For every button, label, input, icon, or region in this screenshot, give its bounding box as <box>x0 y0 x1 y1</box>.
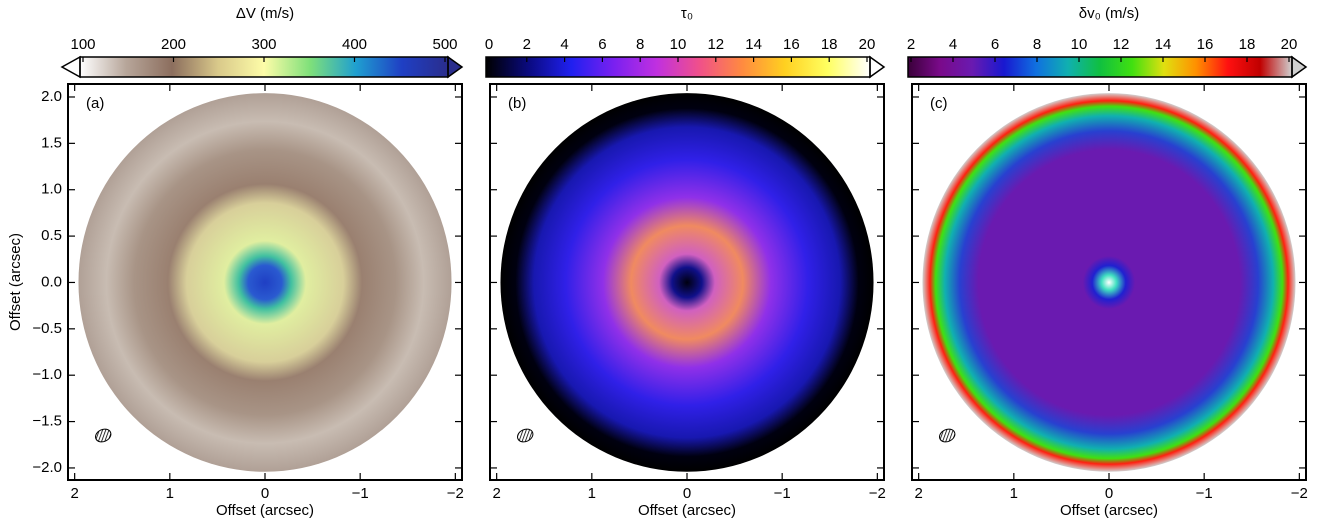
x-tick-label: 0 <box>1105 485 1113 502</box>
colorbar-tick-label: 20 <box>859 36 876 53</box>
colorbar-tick-label: 200 <box>161 36 186 53</box>
colorbar-label: ΔV (m/s) <box>236 5 294 22</box>
colorbar-tick-label: 400 <box>342 36 367 53</box>
panel-label: (b) <box>508 95 526 112</box>
colorbar-tick-label: 8 <box>1033 36 1041 53</box>
y-tick-label: −0.5 <box>32 320 62 337</box>
colorbar-tick-label: 8 <box>636 36 644 53</box>
x-tick-label: −2 <box>447 485 464 502</box>
colorbar-tick-label: 12 <box>707 36 724 53</box>
y-tick-label: −1.0 <box>32 366 62 383</box>
beam <box>517 428 534 443</box>
colorbar-tick-label: 16 <box>1197 36 1214 53</box>
beam <box>939 428 956 443</box>
colorbar-label: τ₀ <box>681 5 693 22</box>
x-axis-label: Offset (arcsec) <box>638 502 736 519</box>
colorbar-extend <box>447 55 464 79</box>
y-tick-label: 0.0 <box>41 273 62 290</box>
colorbar-label: δv₀ (m/s) <box>1079 5 1139 22</box>
colorbar-tick-label: 4 <box>560 36 568 53</box>
x-tick-label: 1 <box>166 485 174 502</box>
x-tick-label: −1 <box>352 485 369 502</box>
x-tick-label: 1 <box>588 485 596 502</box>
panel-label: (a) <box>86 95 104 112</box>
colorbar-tick-label: 6 <box>598 36 606 53</box>
colorbar-tick-label: 16 <box>783 36 800 53</box>
y-tick-label: −1.5 <box>32 413 62 430</box>
y-tick-label: −2.0 <box>32 459 62 476</box>
map-image <box>78 93 452 472</box>
colorbar <box>486 57 870 77</box>
colorbar-tick-label: 4 <box>949 36 957 53</box>
colorbar <box>908 57 1292 77</box>
y-axis-label: Offset (arcsec) <box>7 233 24 331</box>
colorbar-extend <box>60 55 81 79</box>
x-tick-label: −2 <box>1291 485 1308 502</box>
colorbar-tick-label: 300 <box>251 36 276 53</box>
x-tick-label: 2 <box>492 485 500 502</box>
x-tick-label: 1 <box>1010 485 1018 502</box>
x-tick-label: 2 <box>70 485 78 502</box>
y-tick-label: 1.0 <box>41 181 62 198</box>
colorbar-tick-label: 10 <box>670 36 687 53</box>
colorbar-tick-label: 6 <box>991 36 999 53</box>
map-image <box>500 93 874 472</box>
colorbar-tick-label: 100 <box>70 36 95 53</box>
colorbar-tick-label: 500 <box>432 36 457 53</box>
colorbar-tick-label: 14 <box>745 36 762 53</box>
x-axis-label: Offset (arcsec) <box>1060 502 1158 519</box>
x-tick-label: −2 <box>869 485 886 502</box>
x-tick-label: −1 <box>1196 485 1213 502</box>
x-tick-label: 2 <box>914 485 922 502</box>
x-tick-label: 0 <box>261 485 269 502</box>
colorbar-tick-label: 14 <box>1155 36 1172 53</box>
colorbar <box>80 57 448 77</box>
y-tick-label: 2.0 <box>41 88 62 105</box>
map-image <box>922 93 1296 472</box>
beam <box>95 428 112 443</box>
colorbar-frame <box>907 56 1293 78</box>
colorbar-tick-label: 18 <box>821 36 838 53</box>
colorbar-tick-label: 2 <box>907 36 915 53</box>
colorbar-tick-label: 10 <box>1071 36 1088 53</box>
colorbar-tick-label: 20 <box>1281 36 1298 53</box>
colorbar-extend <box>869 55 886 79</box>
panel-label: (c) <box>930 95 948 112</box>
colorbar-tick-label: 18 <box>1239 36 1256 53</box>
x-axis-label: Offset (arcsec) <box>216 502 314 519</box>
colorbar-tick-label: 2 <box>523 36 531 53</box>
colorbar-tick-label: 12 <box>1113 36 1130 53</box>
x-tick-label: 0 <box>683 485 691 502</box>
y-tick-label: 1.5 <box>41 134 62 151</box>
y-tick-label: 0.5 <box>41 227 62 244</box>
x-tick-label: −1 <box>774 485 791 502</box>
colorbar-extend <box>1291 55 1308 79</box>
colorbar-tick-label: 0 <box>485 36 493 53</box>
